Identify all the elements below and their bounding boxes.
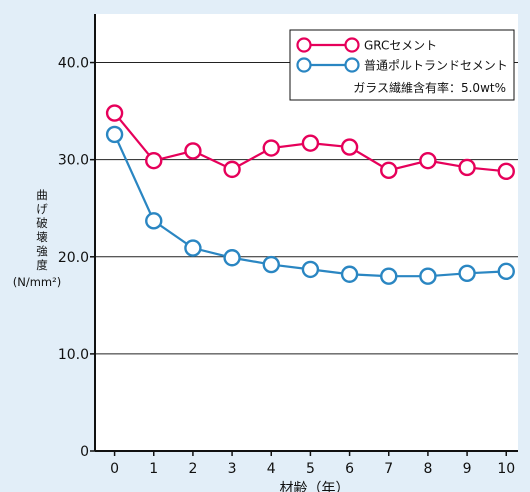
data-point-series-2 — [301, 260, 320, 279]
legend-marker-1 — [344, 37, 360, 53]
data-point-series-2 — [105, 125, 124, 144]
y-tick-label: 0 — [80, 444, 89, 460]
data-point-series-1 — [145, 151, 163, 170]
data-point-series-1 — [340, 138, 359, 156]
x-tick-label: 6 — [345, 461, 354, 477]
y-axis-label-char: 曲 — [36, 188, 48, 202]
y-tick-label: 10.0 — [58, 347, 89, 363]
legend-marker-1 — [296, 37, 312, 53]
data-point-series-1 — [497, 162, 515, 181]
x-tick-label: 10 — [497, 461, 515, 477]
legend-marker-2 — [296, 57, 312, 73]
data-point-series-1 — [301, 134, 320, 152]
data-point-series-2 — [184, 239, 202, 257]
y-axis-label-char: 度 — [36, 258, 48, 272]
legend-note: ガラス繊維含有率：5.0wt% — [353, 80, 506, 95]
x-tick-label: 5 — [306, 461, 315, 477]
x-tick-label: 0 — [110, 461, 119, 477]
y-axis-unit: (N/mm²) — [13, 275, 61, 289]
y-tick-label: 40.0 — [58, 56, 89, 72]
data-point-series-2 — [419, 267, 437, 285]
x-tick-label: 9 — [463, 461, 472, 477]
data-point-series-1 — [105, 104, 124, 122]
data-point-series-2 — [262, 255, 280, 274]
data-point-series-2 — [458, 264, 476, 282]
data-point-series-1 — [380, 161, 398, 180]
data-point-series-2 — [340, 265, 359, 283]
x-tick-label: 2 — [188, 461, 197, 477]
legend-label-2: 普通ポルトランドセメント — [364, 59, 508, 73]
legend-label-1: GRCセメント — [364, 39, 437, 53]
y-axis-label-char: 壊 — [36, 230, 48, 244]
legend-marker-2 — [344, 57, 360, 73]
y-axis-label-char: 破 — [36, 216, 48, 230]
x-tick-label: 1 — [149, 461, 158, 477]
data-point-series-1 — [458, 158, 476, 177]
x-tick-label: 3 — [228, 461, 237, 477]
data-point-series-2 — [380, 267, 398, 285]
x-axis-label: 材齢（年） — [280, 481, 350, 492]
x-tick-label: 8 — [423, 461, 432, 477]
y-tick-label: 20.0 — [58, 250, 89, 266]
data-point-series-1 — [184, 142, 202, 160]
y-tick-label: 30.0 — [58, 153, 89, 169]
x-tick-label: 4 — [267, 461, 276, 477]
y-axis-label-char: げ — [36, 202, 48, 216]
data-point-series-2 — [145, 212, 163, 230]
data-point-series-2 — [497, 262, 515, 281]
data-point-series-1 — [223, 160, 241, 179]
data-point-series-1 — [262, 139, 280, 157]
data-point-series-1 — [419, 151, 437, 170]
x-tick-label: 7 — [384, 461, 393, 477]
data-point-series-2 — [223, 249, 241, 267]
y-axis-label-char: 強 — [36, 244, 48, 258]
